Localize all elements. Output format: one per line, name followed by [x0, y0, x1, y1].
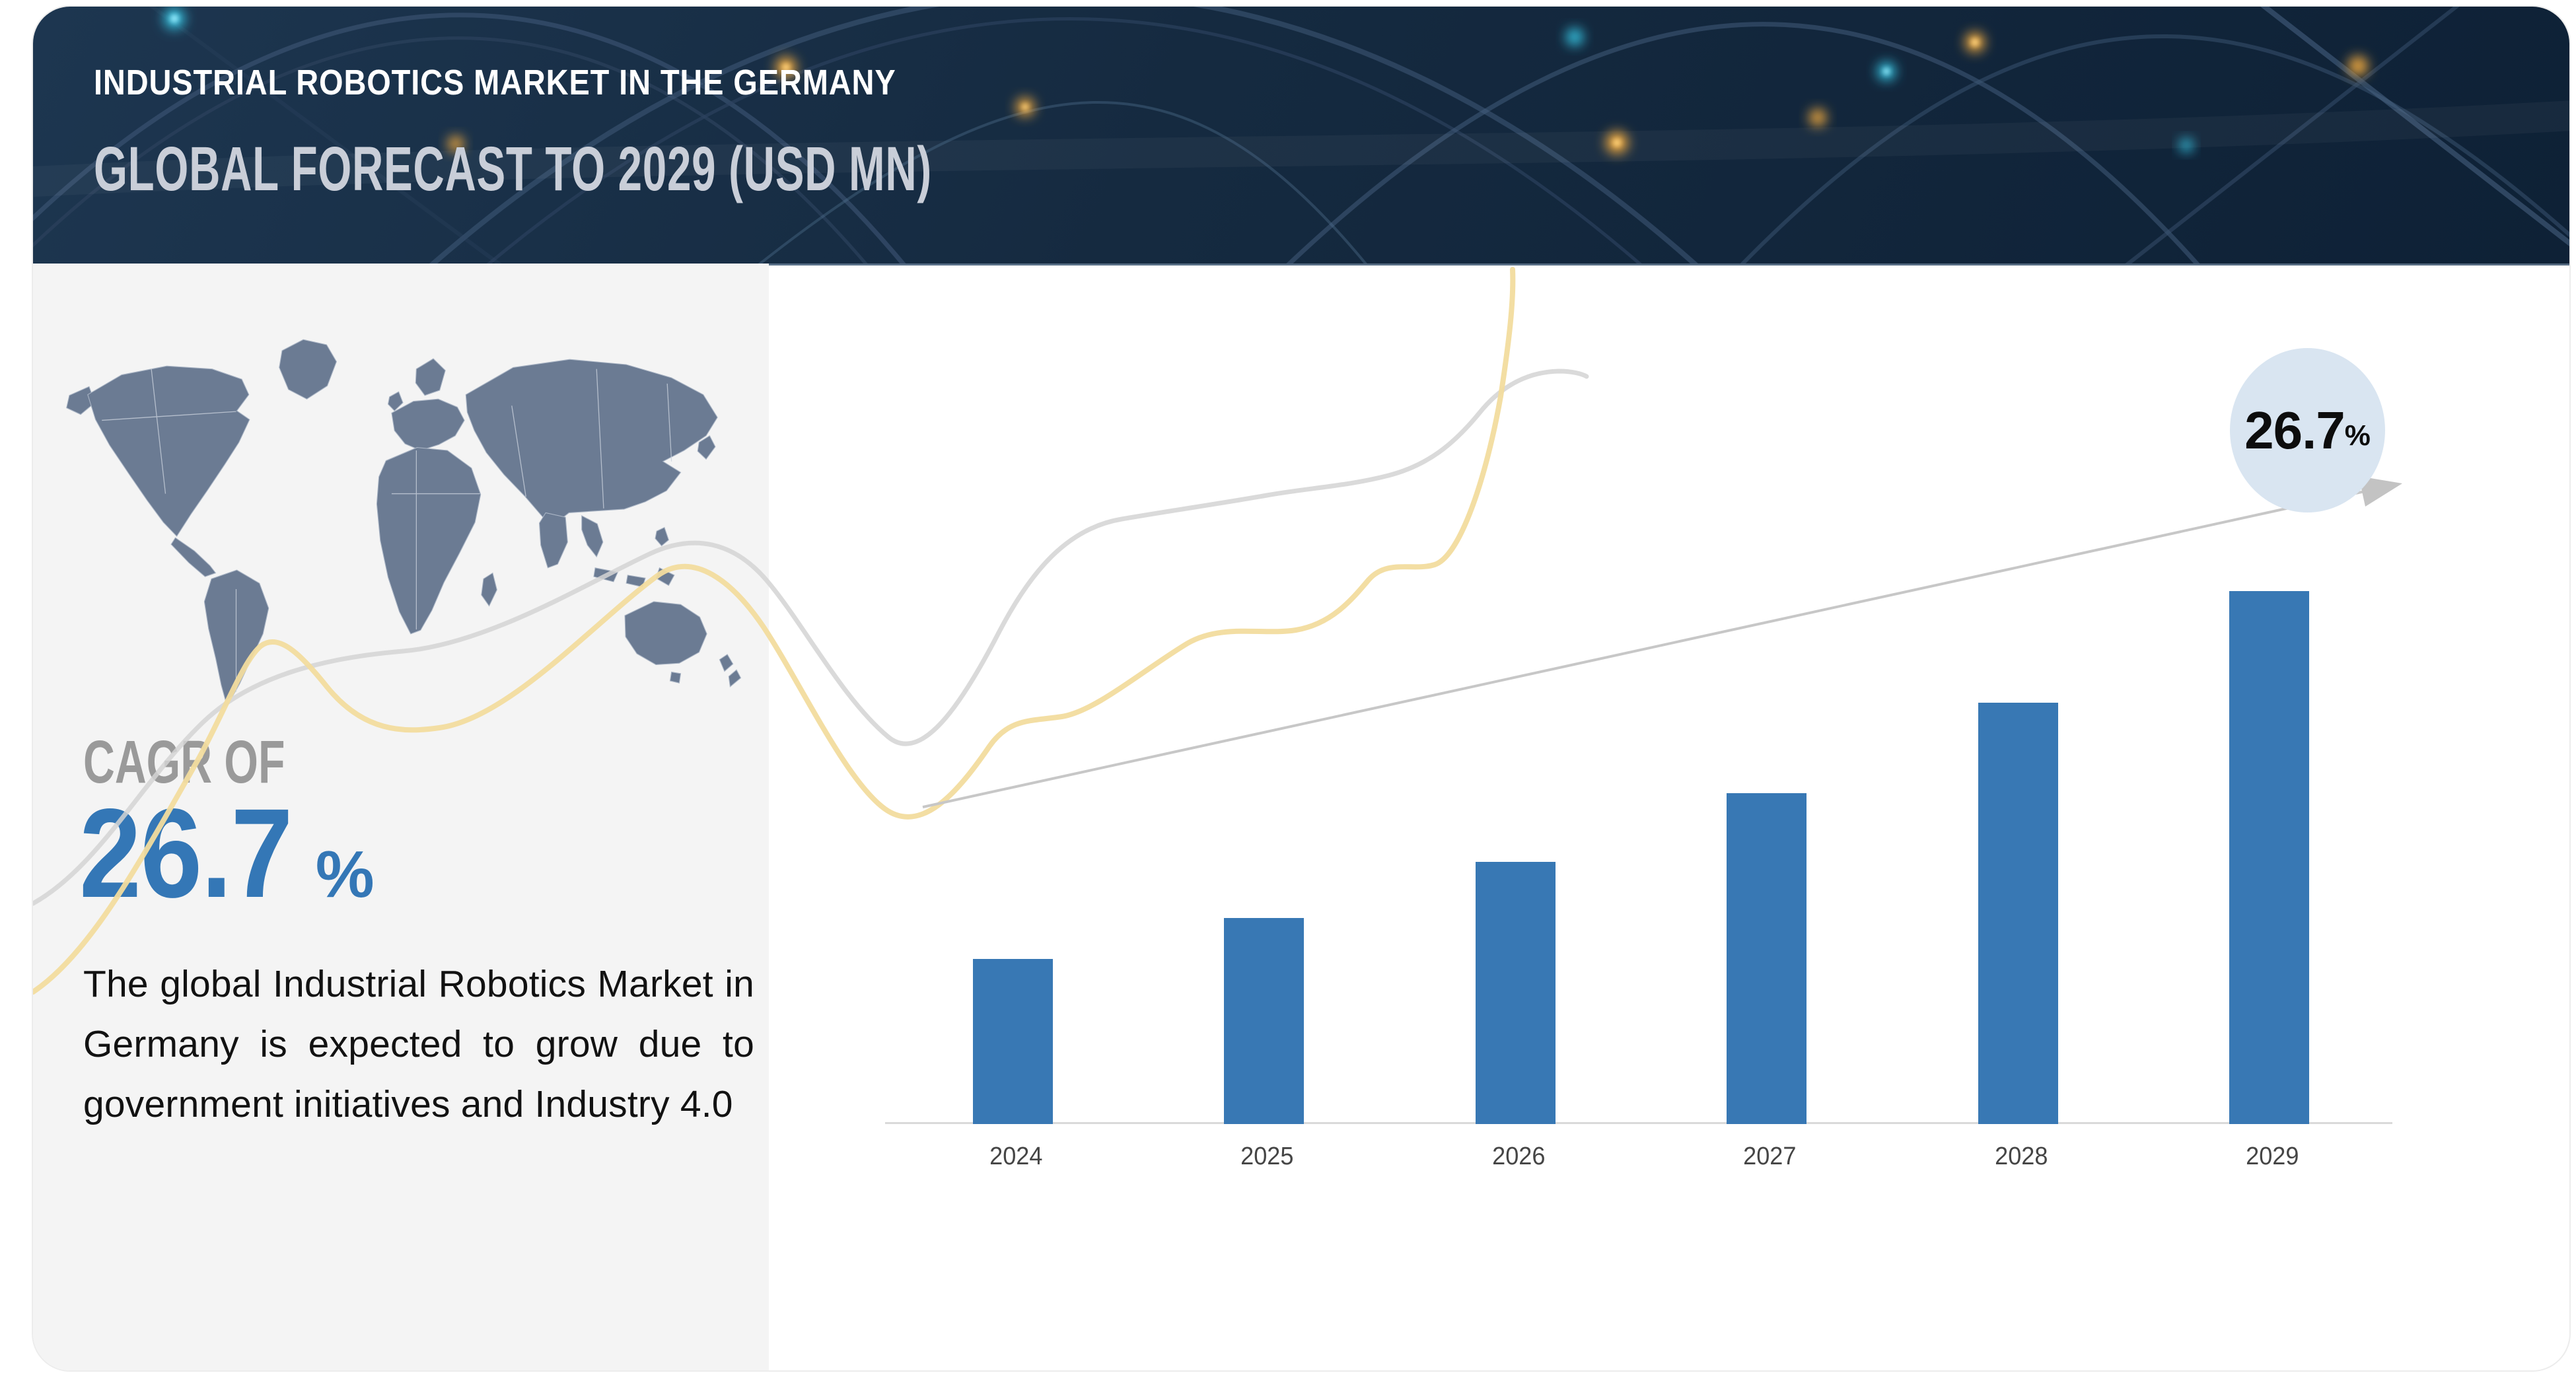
world-map-icon [66, 339, 742, 701]
summary-panel: CAGR OF 26.7% The global Industrial Robo… [33, 264, 769, 1370]
badge-value: 26.7 [2244, 400, 2345, 460]
bar-2024 [972, 959, 1053, 1124]
bar-2029 [2229, 591, 2309, 1124]
bar-2026 [1475, 862, 1556, 1124]
badge-percent-sign: % [2344, 419, 2371, 452]
cagr-percent-sign: % [315, 837, 375, 911]
cagr-value-row: 26.7% [79, 780, 375, 926]
x-tick-2028: 2028 [1994, 1143, 2048, 1170]
x-axis-line [885, 1122, 2392, 1124]
x-tick-2027: 2027 [1743, 1143, 1797, 1170]
cagr-badge: 26.7 % [2230, 348, 2385, 512]
x-tick-2026: 2026 [1491, 1143, 1546, 1170]
header-banner: INDUSTRIAL ROBOTICS MARKET IN THE GERMAN… [33, 7, 2569, 265]
market-description: The global Industrial Robotics Market in… [83, 963, 754, 1125]
page-subtitle-text: GLOBAL FORECAST TO 2029 (USD MN) [94, 134, 932, 204]
network-art-background [33, 7, 2569, 264]
x-tick-2029: 2029 [2246, 1143, 2299, 1170]
infographic-card: INDUSTRIAL ROBOTICS MARKET IN THE GERMAN… [32, 5, 2571, 1372]
bar-2027 [1727, 793, 1807, 1124]
bar-2028 [1978, 703, 2058, 1124]
page-title: INDUSTRIAL ROBOTICS MARKET IN THE GERMAN… [94, 62, 1016, 103]
x-tick-2025: 2025 [1240, 1143, 1294, 1170]
x-tick-2024: 2024 [989, 1143, 1043, 1170]
page-subtitle: GLOBAL FORECAST TO 2029 (USD MN) [94, 133, 1308, 205]
growth-arrow-icon [922, 476, 2402, 808]
page-title-text: INDUSTRIAL ROBOTICS MARKET IN THE GERMAN… [94, 63, 896, 102]
cagr-value: 26.7 [79, 782, 293, 924]
bar-2025 [1224, 918, 1304, 1124]
